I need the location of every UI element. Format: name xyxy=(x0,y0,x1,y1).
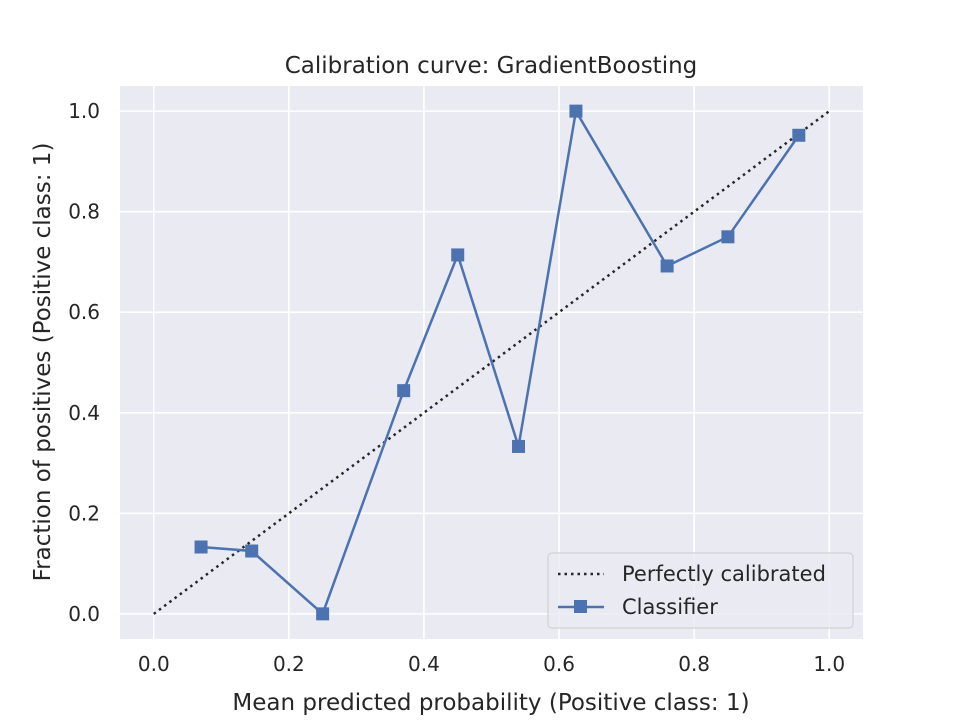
classifier-line xyxy=(200,107,800,617)
x-tick-label: 0.0 xyxy=(138,652,170,676)
y-axis-label: Fraction of positives (Positive class: 1… xyxy=(30,143,56,582)
y-tick-label: 0.2 xyxy=(68,501,100,525)
x-tick-label: 0.8 xyxy=(678,652,710,676)
y-tick-label: 0.6 xyxy=(68,300,100,324)
y-tick-label: 0.0 xyxy=(68,602,100,626)
x-tick-label: 1.0 xyxy=(813,652,845,676)
x-tick-label: 0.6 xyxy=(543,652,575,676)
legend-box xyxy=(547,552,854,629)
grid xyxy=(120,86,863,639)
classifier-point xyxy=(660,259,674,273)
y-tick-label: 0.8 xyxy=(68,200,100,224)
classifier-point xyxy=(194,540,208,554)
y-tick-label: 1.0 xyxy=(68,99,100,123)
classifier-point xyxy=(792,128,806,142)
legend-perfect-label: Perfectly calibrated xyxy=(622,562,826,586)
classifier-point xyxy=(512,439,526,453)
classifier-point xyxy=(569,104,583,118)
x-tick-label: 0.4 xyxy=(408,652,440,676)
tick-labels: 0.0 0.2 0.4 0.6 0.8 1.0 0.0 0.2 0.4 0.6 0.8 1.0 xyxy=(68,99,845,676)
classifier-point xyxy=(721,230,735,244)
x-axis-label: Mean predicted probability (Positive cla… xyxy=(232,690,749,716)
chart-title: Calibration curve: GradientBoosting xyxy=(285,53,698,79)
classifier-point xyxy=(397,384,411,398)
x-tick-label: 0.2 xyxy=(273,652,305,676)
classifier-point xyxy=(316,607,330,621)
y-tick-label: 0.4 xyxy=(68,401,100,425)
legend: Perfectly calibrated Classifier xyxy=(547,552,854,629)
legend-classifier-marker xyxy=(574,600,587,613)
classifier-point xyxy=(451,248,465,262)
classifier-point xyxy=(245,544,259,558)
legend-classifier-label: Classifier xyxy=(622,595,718,619)
series-layer xyxy=(153,104,830,621)
